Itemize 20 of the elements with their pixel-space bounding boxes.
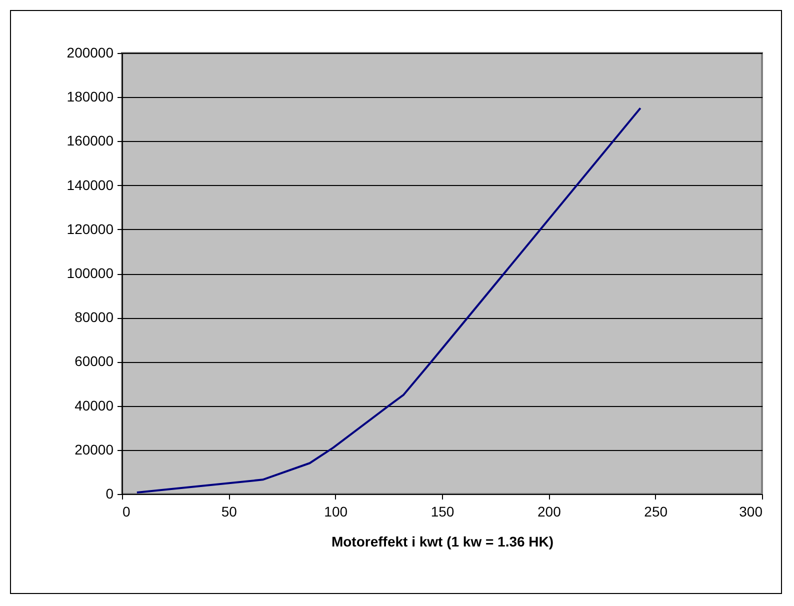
x-tick-label: 150 bbox=[430, 504, 454, 520]
x-tick-label: 250 bbox=[644, 504, 668, 520]
y-tick-label: 120000 bbox=[66, 220, 114, 237]
x-tick-label: 100 bbox=[324, 504, 348, 520]
x-tick-label: 200 bbox=[537, 504, 562, 520]
y-tick-label: 140000 bbox=[66, 176, 114, 193]
y-tick-label: 40000 bbox=[74, 397, 114, 414]
y-tick-label: 60000 bbox=[74, 353, 114, 370]
line-series bbox=[136, 107, 642, 494]
y-tick-label: 100000 bbox=[66, 265, 114, 281]
y-tick-label: 180000 bbox=[66, 88, 114, 105]
x-tick-label: 0 bbox=[122, 504, 130, 520]
y-tick-label: 200000 bbox=[66, 44, 114, 60]
x-tick-label: 50 bbox=[221, 504, 238, 520]
y-tick-label: 80000 bbox=[74, 309, 114, 326]
y-tick-label: 160000 bbox=[66, 132, 114, 149]
y-tick-label: 20000 bbox=[74, 441, 114, 458]
x-axis-title: Motoreffekt i kwt (1 kw = 1.36 HK) bbox=[331, 534, 554, 550]
x-tick-label: 300 bbox=[739, 504, 763, 520]
y-tick-label: 0 bbox=[106, 486, 114, 502]
